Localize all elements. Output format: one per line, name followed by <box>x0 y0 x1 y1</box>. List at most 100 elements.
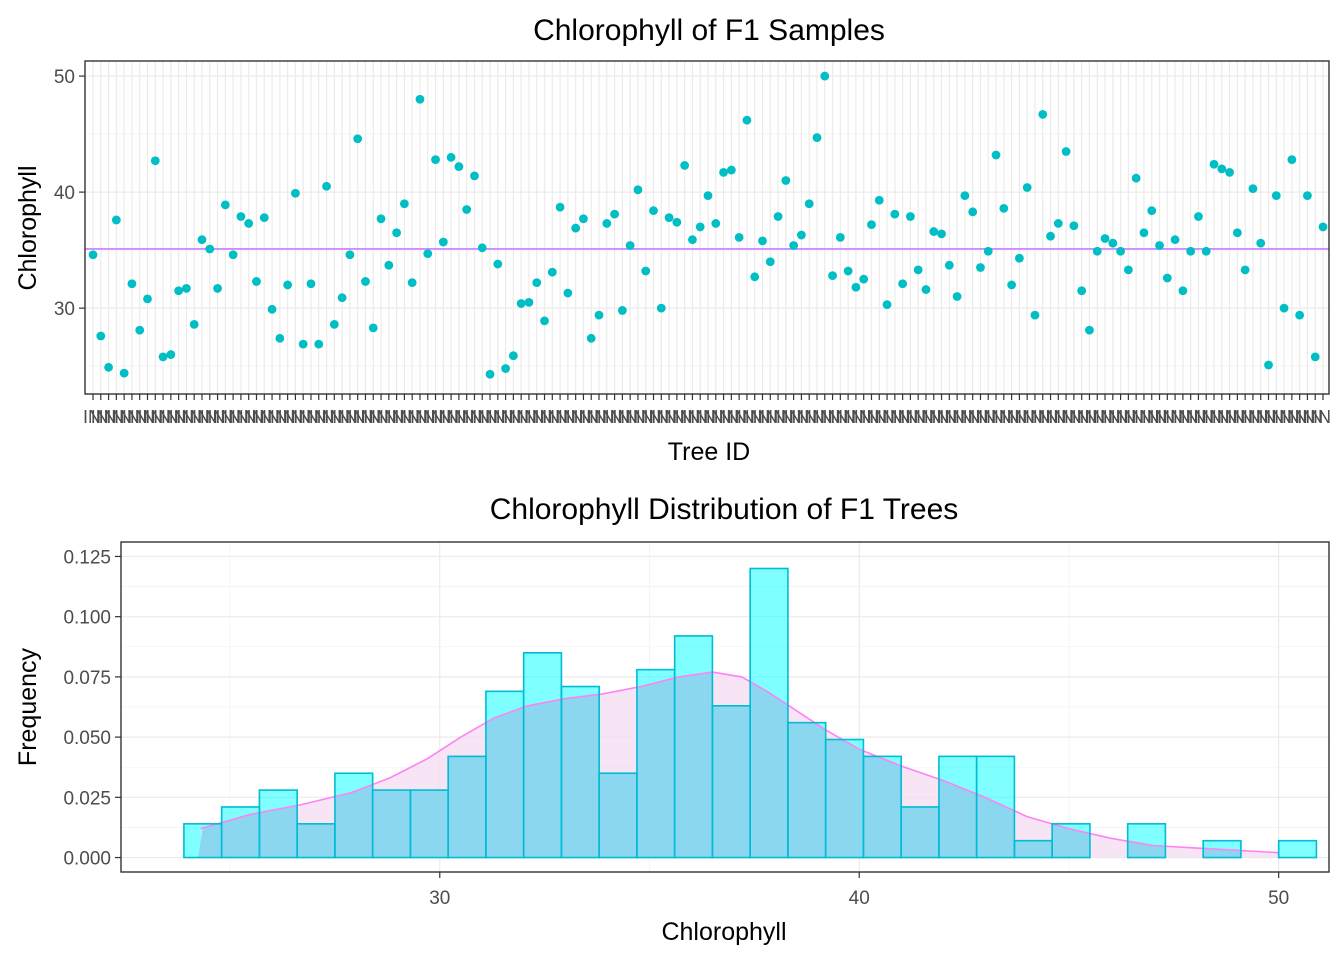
histogram-bar-outline <box>560 685 600 859</box>
scatter-x-tick-label: IN <box>363 407 381 427</box>
scatter-x-tick-label: IN <box>441 407 459 427</box>
histogram-y-axis-title: Frequency <box>14 647 42 766</box>
scatter-x-tick-label: IN <box>916 407 934 427</box>
scatter-point <box>913 265 923 275</box>
histogram-y-tick-label: 0.125 <box>63 547 111 568</box>
scatter-x-tick-label: IN <box>449 407 467 427</box>
scatter-x-tick-label: IN <box>348 407 366 427</box>
scatter-x-tick-label: IN <box>1204 407 1222 427</box>
scatter-point <box>454 162 464 171</box>
scatter-point <box>1100 234 1110 243</box>
scatter-x-tick-label: IN <box>830 407 848 427</box>
scatter-x-tick-label: IN <box>698 407 716 427</box>
scatter-x-tick-label: IN <box>496 407 514 427</box>
histogram-y-tick-label: 0.075 <box>63 668 111 689</box>
scatter-x-tick-label: IN <box>1079 407 1097 427</box>
scatter-point <box>804 199 814 209</box>
scatter-x-tick-label: IN <box>83 407 101 427</box>
histogram-overlap-region <box>1052 823 1090 858</box>
scatter-point <box>1287 155 1297 165</box>
scatter-point <box>797 230 806 240</box>
scatter-point <box>1170 235 1180 245</box>
scatter-point <box>111 215 121 225</box>
scatter-point <box>1310 352 1320 362</box>
scatter-y-tick-label: 30 <box>54 299 75 320</box>
scatter-x-tick-label: IN <box>675 407 693 427</box>
scatter-x-tick-label: IN <box>426 407 444 427</box>
scatter-x-tick-label: IN <box>106 407 124 427</box>
scatter-x-tick-label: IN <box>317 407 335 427</box>
scatter-x-tick-label: IN <box>994 407 1012 427</box>
scatter-point <box>1139 228 1149 238</box>
scatter-x-tick-label: IN <box>457 407 475 427</box>
scatter-x-tick-label: IN <box>262 407 280 427</box>
scatter-x-tick-label: IN <box>667 407 685 427</box>
scatter-x-tick-label: IN <box>418 407 436 427</box>
scatter-x-tick-label: IN <box>176 407 194 427</box>
scatter-x-tick-label: IN <box>1118 407 1136 427</box>
scatter-point <box>1209 159 1219 169</box>
scatter-x-tick-label: IN <box>612 407 630 427</box>
histogram-bar-outlines <box>183 567 1318 859</box>
scatter-x-tick-label: IN <box>605 407 623 427</box>
scatter-x-axis: ININININININININININININININININININININ… <box>83 394 1331 427</box>
scatter-x-tick-label: IN <box>387 407 405 427</box>
scatter-x-tick-label: IN <box>1017 407 1035 427</box>
scatter-points <box>88 71 1328 379</box>
histogram-overlap-region <box>750 681 788 858</box>
scatter-x-tick-label: IN <box>1111 407 1129 427</box>
scatter-x-tick-label: IN <box>644 407 662 427</box>
scatter-point <box>1303 191 1312 200</box>
scatter-x-tick-label: IN <box>597 407 615 427</box>
scatter-point <box>594 310 604 320</box>
scatter-point <box>182 284 191 293</box>
scatter-point <box>329 319 339 329</box>
histogram-overlap-region <box>938 779 977 858</box>
scatter-point <box>898 279 908 289</box>
scatter-point <box>189 319 199 329</box>
histogram-overlap-region <box>183 823 222 858</box>
scatter-x-tick-label: IN <box>278 407 296 427</box>
scatter-point <box>750 272 760 282</box>
scatter-point <box>88 250 98 260</box>
scatter-x-tick-label: IN <box>1220 407 1238 427</box>
scatter-point <box>244 219 254 228</box>
scatter-point <box>968 207 978 217</box>
scatter-point <box>695 222 705 232</box>
scatter-point <box>508 351 518 361</box>
scatter-x-tick-label: IN <box>815 407 833 427</box>
scatter-point <box>906 212 915 221</box>
scatter-point <box>540 316 549 326</box>
scatter-x-tick-label: IN <box>791 407 809 427</box>
scatter-x-tick-label: IN <box>1150 407 1168 427</box>
histogram-y-axis: 0.000 0.025 0.050 0.075 0.100 0.125 <box>63 547 121 870</box>
histogram-overlap-region <box>1127 841 1166 858</box>
scatter-point <box>135 325 145 335</box>
scatter-x-tick-label: IN <box>1266 407 1284 427</box>
scatter-point <box>368 323 378 333</box>
scatter-point <box>843 266 853 276</box>
scatter-x-tick-label: IN <box>1259 407 1277 427</box>
scatter-point <box>960 191 970 200</box>
scatter-x-tick-label: IN <box>550 407 568 427</box>
scatter-x-tick-label: IN <box>394 407 412 427</box>
histogram-overlap-region <box>712 705 751 858</box>
histogram-x-axis: 30 40 50 <box>429 872 1289 909</box>
scatter-x-tick-label: IN <box>1188 407 1206 427</box>
scatter-point <box>641 266 651 276</box>
histogram-y-tick-label: 0.100 <box>63 608 111 629</box>
scatter-x-tick-label: IN <box>410 407 428 427</box>
scatter-x-tick-label: IN <box>581 407 599 427</box>
scatter-x-tick-label: IN <box>285 407 303 427</box>
scatter-point <box>765 257 775 267</box>
scatter-x-tick-label: IN <box>200 407 218 427</box>
scatter-x-tick-label: IN <box>659 407 677 427</box>
scatter-point <box>1217 164 1227 174</box>
scatter-point <box>384 260 394 270</box>
scatter-x-tick-label: IN <box>784 407 802 427</box>
scatter-point <box>96 331 106 341</box>
scatter-x-tick-label: IN <box>340 407 358 427</box>
histogram-chart: Chlorophyll Distribution of F1 Trees 0.0… <box>14 493 1330 946</box>
scatter-point <box>890 209 900 219</box>
